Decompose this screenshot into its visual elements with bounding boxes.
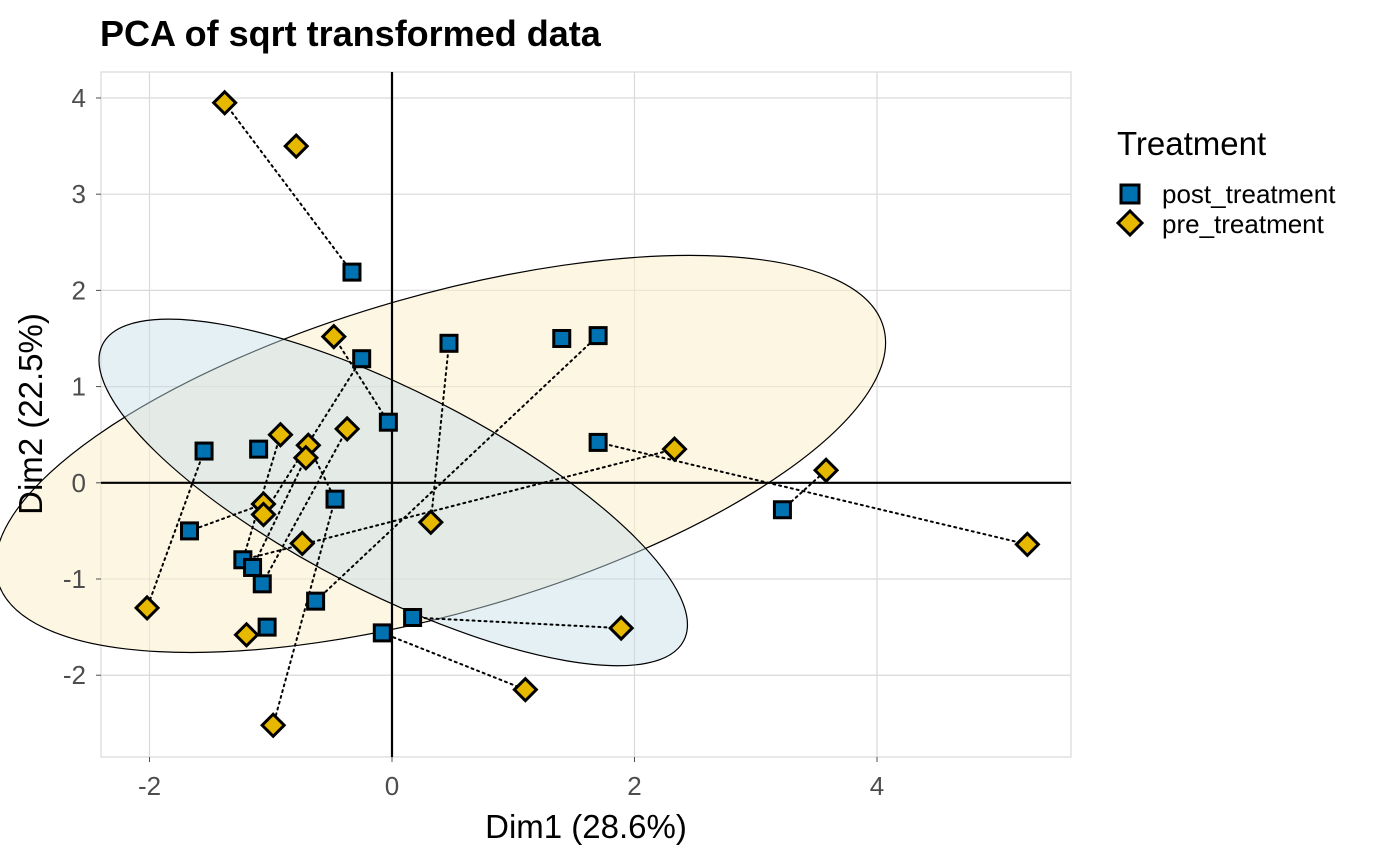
y-tick-label: 4 <box>72 83 86 113</box>
pre-treatment-point <box>133 594 161 621</box>
post-treatment-point <box>588 326 608 346</box>
y-tick-label: -1 <box>63 564 86 594</box>
legend-entry-pre: pre_treatment <box>1115 208 1325 239</box>
post-treatment-point <box>243 557 263 577</box>
post-treatment-point <box>403 607 423 627</box>
y-tick-label: 3 <box>72 179 86 209</box>
chart-title: PCA of sqrt transformed data <box>100 13 602 54</box>
y-tick-label: -2 <box>63 660 86 690</box>
pre-treatment-point <box>661 436 688 463</box>
pair-line <box>251 456 307 569</box>
post-treatment-point <box>352 349 372 369</box>
pair-line <box>188 502 265 532</box>
pre-treatment-point <box>211 89 238 116</box>
pre-treatment-point <box>233 621 260 648</box>
pre-treatment-point <box>812 457 840 484</box>
pair-line <box>332 335 390 424</box>
x-tick-label: 0 <box>385 771 399 801</box>
pair-line <box>223 101 353 274</box>
post-treatment-point <box>342 262 362 282</box>
legend-label-pre: pre_treatment <box>1162 209 1325 239</box>
pair-lines <box>146 101 1029 727</box>
pre-treatment-point <box>608 614 635 642</box>
pair-line <box>597 441 1029 546</box>
legend: Treatment post_treatment pre_treatment <box>1115 125 1336 239</box>
legend-square-marker <box>1119 183 1141 205</box>
post-treatment-point <box>325 489 345 509</box>
y-tick-label: 2 <box>72 275 86 305</box>
pre-treatment-point <box>267 421 294 448</box>
post-treatment-point <box>194 441 214 461</box>
pre-treatment-point <box>260 712 287 739</box>
confidence-ellipses <box>0 254 887 667</box>
pre-treatment-point <box>283 132 310 160</box>
pre-treatment-point <box>292 444 320 471</box>
ellipse-post_treatment <box>98 318 689 667</box>
pair-line <box>261 427 349 585</box>
post-treatment-point <box>252 574 272 594</box>
pre-treatment-point <box>334 415 361 443</box>
pair-line <box>146 450 206 609</box>
pre-treatment-point <box>1014 531 1041 558</box>
legend-diamond-marker <box>1115 208 1145 238</box>
pair-line <box>241 448 676 561</box>
pre-treatment-point <box>250 501 277 528</box>
y-tick-label: 0 <box>72 468 86 498</box>
y-axis-label: Dim2 (22.5%) <box>12 313 49 515</box>
post-treatment-point <box>378 412 398 432</box>
legend-label-post: post_treatment <box>1162 179 1336 209</box>
pair-line <box>411 616 623 630</box>
post-treatment-point <box>439 333 459 353</box>
pair-line <box>381 631 527 691</box>
pair-line <box>429 342 450 524</box>
tick-labels: -2 0 2 4 -2 -1 0 1 2 3 4 <box>63 83 884 801</box>
ellipse-pre_treatment <box>0 254 887 654</box>
pair-line <box>314 334 600 603</box>
post-treatment-point <box>772 500 792 520</box>
x-tick-label: -2 <box>138 771 161 801</box>
pre-treatment-point <box>289 530 316 557</box>
pair-line <box>781 469 828 511</box>
post-treatment-point <box>372 623 392 643</box>
post-treatment-point <box>588 432 608 452</box>
post-treatment-point <box>306 591 326 611</box>
x-tick-label: 4 <box>870 771 884 801</box>
post-treatment-point <box>552 328 572 348</box>
panel-border <box>100 71 1072 758</box>
legend-title: Treatment <box>1117 125 1266 162</box>
post-treatment-point <box>249 439 269 459</box>
x-axis-label: Dim1 (28.6%) <box>485 808 687 845</box>
pre-treatment-point <box>512 676 539 703</box>
legend-entry-post: post_treatment <box>1119 179 1336 209</box>
post-treatment-point <box>180 521 200 541</box>
pre-treatment-point <box>320 323 347 350</box>
pre-treatment-point <box>417 509 444 536</box>
x-tick-label: 2 <box>627 771 641 801</box>
post-treatment-point <box>257 617 277 637</box>
y-tick-label: 1 <box>72 372 86 402</box>
data-points <box>133 89 1041 739</box>
